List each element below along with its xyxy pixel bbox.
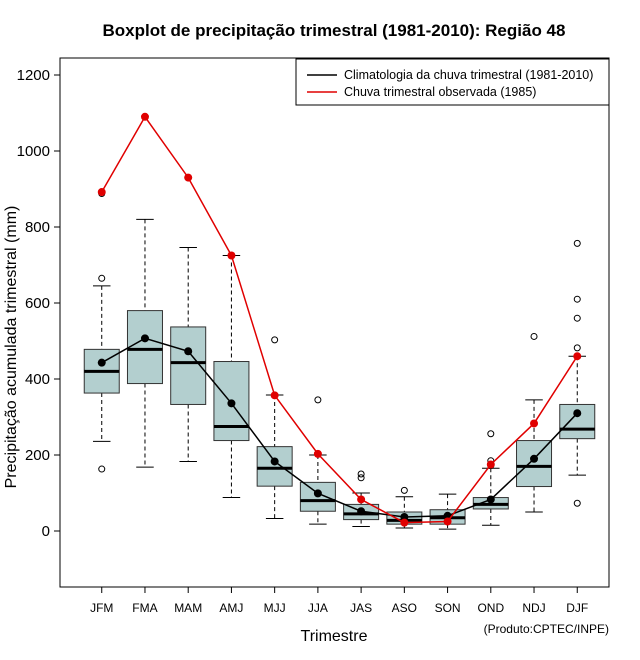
series-point: [357, 507, 366, 516]
y-tick-label: 1200: [17, 67, 50, 84]
series-point: [140, 112, 149, 121]
outlier-point: [573, 295, 581, 303]
legend-label-observed: Chuva trimestral observada (1985): [344, 85, 536, 99]
chart-title: Boxplot de precipitação trimestral (1981…: [103, 21, 566, 40]
x-tick-label: MJJ: [264, 601, 286, 615]
x-tick-label: JAS: [350, 601, 372, 615]
legend: Climatologia da chuva trimestral (1981-2…: [295, 58, 610, 106]
series-point: [573, 409, 582, 418]
outlier-point: [487, 430, 495, 438]
x-tick-label: NDJ: [522, 601, 545, 615]
series-point: [573, 352, 582, 361]
series-point: [270, 391, 279, 400]
series-point: [400, 518, 409, 527]
series-point: [486, 460, 495, 469]
x-tick-label: OND: [477, 601, 504, 615]
series-point: [97, 188, 106, 197]
box-body: [126, 310, 163, 385]
series-point: [97, 358, 106, 367]
box-jja: [299, 396, 336, 525]
series-point: [530, 419, 539, 428]
series-point: [530, 454, 539, 463]
y-axis-label: Precipitação acumulada trimestral (mm): [3, 206, 20, 489]
series-point: [357, 495, 366, 504]
y-axis: 0 200 400 600 800 1000 1200: [17, 67, 61, 540]
outlier-point: [573, 314, 581, 322]
x-axis-label: Trimestre: [301, 628, 368, 645]
y-tick-label: 800: [25, 219, 50, 236]
outlier-point: [357, 474, 365, 482]
series-point: [184, 173, 193, 182]
y-tick-label: 400: [25, 371, 50, 388]
legend-label-climatology: Climatologia da chuva trimestral (1981-2…: [344, 68, 593, 82]
boxes-layer: [83, 190, 596, 530]
series-point: [443, 517, 452, 526]
y-tick-label: 600: [25, 295, 50, 312]
climatology-series: [97, 334, 582, 521]
box-amj: [213, 255, 250, 499]
legend-box: [295, 58, 610, 106]
box-body: [516, 440, 553, 488]
box-djf: [559, 239, 596, 507]
series-line: [101, 337, 578, 518]
series-point: [313, 489, 322, 498]
series-point: [227, 399, 236, 408]
outlier-point: [98, 274, 106, 282]
outlier-point: [271, 336, 279, 344]
series-point: [400, 512, 409, 521]
box-body: [256, 446, 293, 487]
box-mjj: [256, 336, 293, 519]
x-tick-label: AMJ: [219, 601, 243, 615]
x-tick-label: JJA: [308, 601, 328, 615]
series-point: [227, 251, 236, 260]
x-tick-label: JFM: [90, 601, 113, 615]
x-tick-label: FMA: [132, 601, 157, 615]
y-tick-label: 1000: [17, 143, 50, 160]
credit-text: (Produto:CPTEC/INPE): [484, 622, 609, 636]
outlier-point: [573, 239, 581, 247]
box-ond: [472, 430, 509, 526]
outlier-point: [98, 465, 106, 473]
box-ndj: [516, 332, 553, 513]
box-jfm: [83, 190, 120, 473]
outlier-point: [357, 470, 365, 478]
series-point: [313, 449, 322, 458]
series-point: [486, 495, 495, 504]
series-point: [140, 334, 149, 343]
x-axis: JFM FMA MAM AMJ MJJ JJA JAS ASO SON OND NDJ DJF: [90, 586, 588, 615]
outlier-point: [314, 396, 322, 404]
x-tick-label: MAM: [174, 601, 202, 615]
x-tick-label: SON: [435, 601, 461, 615]
x-tick-label: ASO: [392, 601, 417, 615]
box-body: [559, 403, 596, 440]
outlier-point: [400, 486, 408, 494]
outlier-point: [573, 499, 581, 507]
outlier-point: [573, 344, 581, 352]
series-point: [184, 347, 193, 356]
y-tick-label: 200: [25, 447, 50, 464]
series-point: [270, 457, 279, 466]
observed-series: [97, 112, 582, 527]
outlier-point: [530, 332, 538, 340]
y-tick-label: 0: [42, 523, 50, 540]
series-line: [101, 115, 578, 524]
series-layer: [97, 112, 582, 527]
x-tick-label: DJF: [566, 601, 588, 615]
box-fma: [126, 218, 163, 468]
